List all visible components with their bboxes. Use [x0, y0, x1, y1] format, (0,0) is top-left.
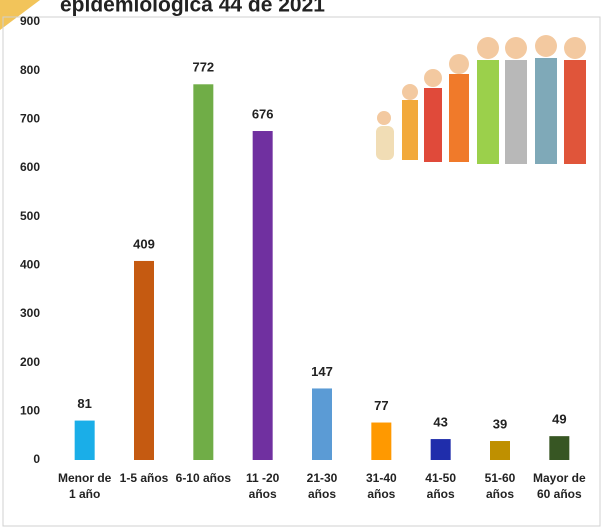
y-tick-label: 600	[20, 160, 40, 174]
data-label: 81	[77, 396, 91, 411]
data-label: 39	[493, 416, 507, 431]
bar	[430, 439, 451, 460]
bar	[193, 84, 214, 460]
people-illustration	[376, 35, 586, 164]
chart-frame	[2, 16, 601, 527]
x-tick-label: 6-10 años	[175, 471, 231, 485]
y-tick-label: 100	[20, 404, 40, 418]
data-label: 77	[374, 398, 388, 413]
bar	[490, 441, 510, 460]
y-tick-label: 300	[20, 306, 40, 320]
data-label: 676	[252, 106, 274, 121]
bar	[312, 388, 332, 460]
y-tick-label: 200	[20, 355, 40, 369]
corner-decoration	[0, 0, 40, 30]
bar	[74, 420, 95, 460]
x-tick-label: Menor de 1 año	[57, 471, 112, 501]
y-tick-label: 0	[33, 452, 40, 466]
y-tick-label: 400	[20, 258, 40, 272]
bar	[371, 422, 392, 460]
data-label: 43	[433, 415, 447, 430]
bar	[549, 436, 570, 460]
data-label: 147	[311, 364, 333, 379]
y-tick-label: 700	[20, 112, 40, 126]
x-tick-label: 21-30 años	[306, 471, 338, 501]
y-tick-label: 800	[20, 63, 40, 77]
bar	[252, 131, 273, 460]
x-tick-label: 11 -20 años	[245, 471, 280, 501]
x-tick-label: 31-40 años	[365, 471, 397, 501]
data-label: 772	[192, 60, 214, 75]
x-tick-label: 51-60 años	[484, 471, 516, 501]
y-tick-label: 900	[20, 14, 40, 28]
data-label: 49	[552, 412, 566, 427]
x-tick-label: 41-50 años	[425, 471, 456, 501]
bar	[134, 260, 154, 460]
chart-title: epidemiológica 44 de 2021	[60, 0, 325, 17]
x-tick-label: Mayor de 60 años	[532, 471, 586, 501]
y-tick-label: 500	[20, 209, 40, 223]
data-label: 409	[133, 236, 155, 251]
x-tick-label: 1-5 años	[119, 471, 169, 485]
